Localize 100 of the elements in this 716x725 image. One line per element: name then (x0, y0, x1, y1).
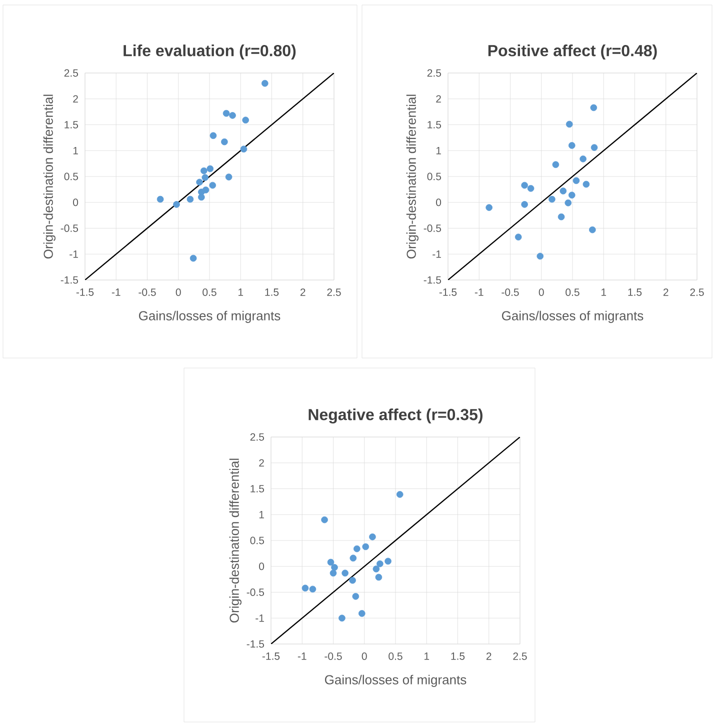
point (521, 182, 528, 189)
point (358, 610, 366, 617)
point (331, 564, 338, 571)
y-tick-label: 2 (259, 459, 264, 467)
x-axis-title: Gains/losses of migrants (502, 310, 644, 323)
x-tick-label: -1 (298, 652, 306, 660)
point (558, 213, 565, 220)
y-tick-label: -1 (256, 614, 264, 622)
y-tick-label: -1 (432, 250, 441, 258)
point (200, 167, 208, 174)
x-tick-label: 0.5 (388, 652, 402, 660)
x-tick-label: -1 (112, 288, 120, 296)
point (568, 142, 576, 149)
point (580, 155, 586, 162)
y-tick-label: -0.5 (246, 588, 264, 596)
x-tick-label: 2.5 (690, 288, 704, 296)
x-tick-label: 1.5 (628, 288, 642, 296)
x-tick-label: 2 (486, 652, 492, 660)
point (210, 132, 217, 140)
chart-title: Positive affect (r=0.48) (488, 44, 657, 60)
point (572, 177, 580, 184)
point (202, 186, 210, 194)
point (362, 543, 370, 550)
x-axis-title: Gains/losses of migrants (138, 310, 280, 323)
point (309, 586, 316, 593)
y-tick-label: 1.5 (250, 485, 264, 492)
y-tick-label: 0 (73, 198, 78, 206)
point (369, 533, 376, 540)
x-tick-label: 2.5 (513, 652, 527, 660)
y-tick-label: 2 (436, 95, 441, 103)
y-tick-label: 1 (436, 147, 441, 154)
point (186, 196, 194, 203)
y-tick-label: 1 (259, 511, 264, 518)
point (590, 104, 598, 112)
x-tick-label: 1.5 (451, 652, 465, 660)
chart-title: Life evaluation (r=0.80) (124, 44, 296, 60)
point (375, 574, 382, 581)
x-tick-label: 0 (538, 288, 544, 296)
x-tick-label: 1 (602, 288, 606, 296)
y-tick-label: -0.5 (60, 224, 78, 232)
x-tick-label: 2 (300, 288, 306, 296)
point (552, 161, 560, 168)
point (590, 144, 598, 151)
point (262, 80, 268, 87)
point (156, 196, 164, 203)
point (568, 192, 576, 199)
point (396, 491, 404, 498)
y-axis-title: Origin-destination differential (229, 458, 242, 623)
point (229, 112, 236, 119)
y-tick-label: -1.5 (424, 276, 442, 284)
x-tick-label: 0 (362, 652, 367, 660)
y-tick-label: 0 (436, 198, 442, 206)
point (589, 226, 596, 234)
y-tick-label: -1.5 (60, 276, 78, 284)
point (225, 174, 232, 180)
y-tick-label: 2 (73, 95, 78, 103)
point (376, 560, 384, 568)
y-tick-label: -1 (70, 250, 78, 258)
x-tick-label: 0.5 (202, 288, 216, 296)
point (536, 252, 544, 260)
point (582, 180, 590, 188)
y-tick-label: 1.5 (64, 121, 78, 128)
x-tick-label: 0 (176, 288, 181, 296)
point (564, 199, 572, 206)
y-tick-label: 2.5 (64, 69, 78, 77)
point (242, 116, 250, 124)
y-tick-label: -0.5 (424, 224, 442, 232)
point (222, 110, 230, 117)
x-tick-label: -0.5 (324, 652, 342, 660)
x-axis-title: Gains/losses of migrants (324, 674, 466, 687)
point (202, 174, 209, 181)
y-tick-label: 0.5 (427, 172, 442, 180)
point (302, 584, 309, 592)
point (521, 201, 528, 208)
point (209, 182, 216, 189)
y-tick-label: 1 (73, 147, 78, 154)
point (560, 188, 567, 194)
point (196, 178, 203, 186)
point (566, 120, 573, 128)
point (173, 201, 180, 208)
point (338, 614, 346, 622)
x-tick-label: -0.5 (502, 288, 519, 296)
point (240, 146, 248, 152)
y-tick-label: 2.5 (427, 69, 442, 77)
point (327, 558, 334, 566)
point (352, 592, 360, 600)
x-tick-label: 1 (238, 288, 244, 296)
y-tick-label: 0.5 (64, 172, 78, 180)
x-tick-label: 2 (663, 288, 668, 296)
x-tick-label: 2.5 (327, 288, 341, 296)
point (527, 184, 534, 192)
y-tick-label: -1.5 (246, 640, 264, 648)
point (514, 234, 522, 240)
point (354, 545, 360, 552)
point (206, 165, 214, 172)
point (384, 558, 392, 565)
point (548, 196, 556, 203)
y-tick-label: 0.5 (250, 536, 264, 544)
y-tick-label: 1.5 (428, 121, 442, 128)
chart-title: Negative affect (r=0.35) (308, 408, 482, 424)
